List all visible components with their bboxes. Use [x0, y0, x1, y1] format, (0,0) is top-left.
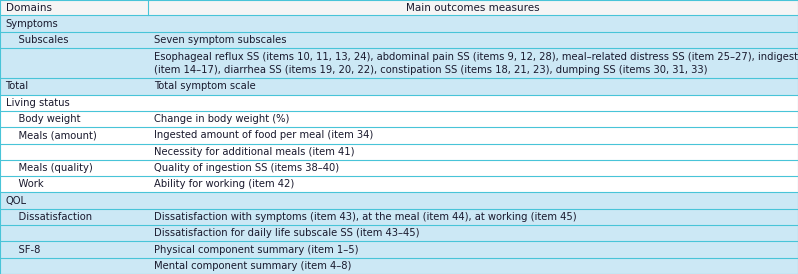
Text: Subscales: Subscales	[6, 35, 68, 45]
Text: Esophageal reflux SS (items 10, 11, 13, 24), abdominal pain SS (items 9, 12, 28): Esophageal reflux SS (items 10, 11, 13, …	[154, 52, 798, 62]
Text: Meals (quality): Meals (quality)	[6, 163, 93, 173]
Text: Domains: Domains	[6, 3, 52, 13]
Text: Total: Total	[6, 81, 29, 92]
Text: Dissatisfaction for daily life subscale SS (item 43–45): Dissatisfaction for daily life subscale …	[154, 228, 420, 238]
Text: Body weight: Body weight	[6, 114, 80, 124]
Text: Symptoms: Symptoms	[6, 19, 58, 29]
Bar	[0, 78, 798, 95]
Text: Main outcomes measures: Main outcomes measures	[406, 3, 539, 13]
Text: Mental component summary (item 4–8): Mental component summary (item 4–8)	[154, 261, 351, 271]
Bar	[0, 258, 798, 274]
Text: Meals (amount): Meals (amount)	[6, 130, 97, 140]
Text: Dissatisfaction with symptoms (item 43), at the meal (item 44), at working (item: Dissatisfaction with symptoms (item 43),…	[154, 212, 577, 222]
Text: Work: Work	[6, 179, 43, 189]
Bar	[0, 48, 798, 78]
Bar	[0, 32, 798, 48]
Text: Physical component summary (item 1–5): Physical component summary (item 1–5)	[154, 244, 358, 255]
Bar	[0, 95, 798, 111]
Bar	[0, 0, 798, 16]
Bar	[0, 209, 798, 225]
Bar	[0, 127, 798, 144]
Bar	[0, 16, 798, 32]
Text: SF-8: SF-8	[6, 244, 40, 255]
Bar	[0, 160, 798, 176]
Text: Seven symptom subscales: Seven symptom subscales	[154, 35, 286, 45]
Text: Ability for working (item 42): Ability for working (item 42)	[154, 179, 294, 189]
Bar	[0, 176, 798, 192]
Bar	[0, 241, 798, 258]
Bar	[0, 225, 798, 241]
Text: Change in body weight (%): Change in body weight (%)	[154, 114, 290, 124]
Text: (item 14–17), diarrhea SS (items 19, 20, 22), constipation SS (items 18, 21, 23): (item 14–17), diarrhea SS (items 19, 20,…	[154, 65, 708, 75]
Text: Quality of ingestion SS (items 38–40): Quality of ingestion SS (items 38–40)	[154, 163, 339, 173]
Text: Ingested amount of food per meal (item 34): Ingested amount of food per meal (item 3…	[154, 130, 373, 140]
Text: Total symptom scale: Total symptom scale	[154, 81, 256, 92]
Text: Necessity for additional meals (item 41): Necessity for additional meals (item 41)	[154, 147, 354, 157]
Text: Dissatisfaction: Dissatisfaction	[6, 212, 92, 222]
Bar	[0, 144, 798, 160]
Text: QOL: QOL	[6, 196, 26, 206]
Text: Living status: Living status	[6, 98, 69, 108]
Bar	[0, 192, 798, 209]
Bar	[0, 111, 798, 127]
